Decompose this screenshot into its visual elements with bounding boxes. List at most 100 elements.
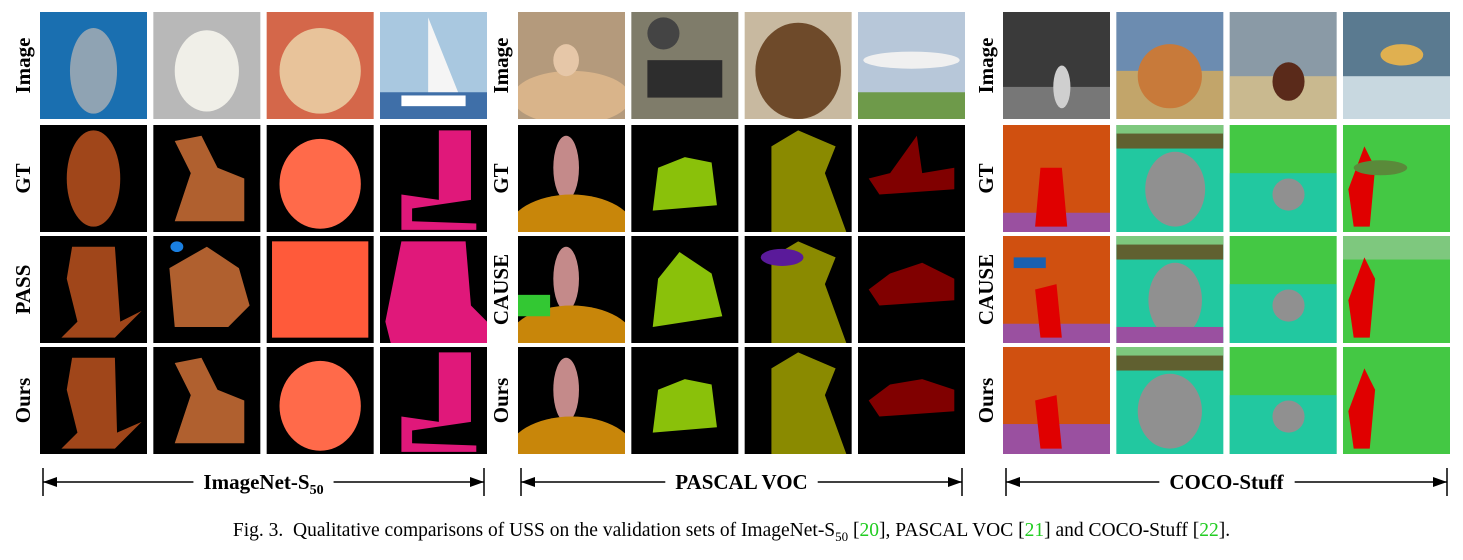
image-tile xyxy=(266,12,374,119)
image-tile xyxy=(858,125,965,232)
region xyxy=(647,17,680,50)
region xyxy=(1272,289,1305,322)
dataset-name: PASCAL VOC xyxy=(675,470,807,494)
image-tile xyxy=(153,125,261,232)
image-tile xyxy=(266,236,374,343)
region xyxy=(868,135,955,195)
region xyxy=(553,44,579,77)
region xyxy=(1353,160,1408,176)
region xyxy=(760,248,804,266)
caption-label: Fig. 3. xyxy=(232,520,284,541)
region xyxy=(1137,44,1202,109)
image-tile xyxy=(1003,347,1110,454)
image-tile xyxy=(1116,347,1224,454)
dataset-label: PASCAL VOC xyxy=(675,470,807,494)
image-tile xyxy=(266,125,374,232)
region xyxy=(518,416,625,454)
image-tile xyxy=(744,236,852,343)
region xyxy=(1380,44,1424,66)
region xyxy=(279,28,361,114)
arrow-head xyxy=(1006,477,1020,487)
region xyxy=(1145,151,1206,227)
image-tile xyxy=(1003,12,1110,119)
region xyxy=(1148,262,1202,338)
row-label: PASS xyxy=(11,265,35,315)
region xyxy=(174,357,245,444)
region xyxy=(553,246,579,311)
region xyxy=(771,130,847,232)
region xyxy=(61,246,142,338)
region xyxy=(428,17,461,98)
region xyxy=(279,360,361,451)
image-tile xyxy=(631,12,739,119)
dataset-label: ImageNet-S50 xyxy=(203,470,323,498)
region xyxy=(1035,395,1062,449)
label-bg xyxy=(1159,476,1295,488)
region xyxy=(652,252,723,327)
image-tile xyxy=(1343,236,1450,343)
region xyxy=(518,70,625,119)
region xyxy=(1116,347,1224,356)
figure-panels: Image GT PASS Ours ImageNet-S50 Image GT CAUSE O… xyxy=(11,12,1450,498)
label-bg xyxy=(193,476,334,488)
region xyxy=(1116,326,1224,343)
region xyxy=(279,138,361,229)
row-label: GT xyxy=(489,163,513,193)
region xyxy=(771,352,847,454)
region xyxy=(1035,284,1062,338)
region xyxy=(1272,400,1305,433)
arrow-head xyxy=(1433,477,1447,487)
arrow-head xyxy=(470,477,484,487)
region xyxy=(652,157,717,211)
ref: 21 xyxy=(1024,520,1045,541)
region xyxy=(401,95,466,107)
row-label: Image xyxy=(489,38,513,94)
region xyxy=(1348,257,1376,338)
image-tile xyxy=(858,236,965,343)
image-tile xyxy=(1229,12,1337,119)
image-tile xyxy=(744,12,852,119)
ref: 22 xyxy=(1199,520,1219,541)
region xyxy=(170,241,184,253)
region xyxy=(1272,178,1305,211)
arrow-head xyxy=(43,477,57,487)
image-tile xyxy=(1343,347,1450,454)
image-tile xyxy=(518,347,625,454)
caption-text: Qualitative comparisons of USS on the va… xyxy=(293,520,836,541)
image-tile xyxy=(518,236,625,343)
region xyxy=(1053,65,1071,109)
dataset-name: ImageNet-S xyxy=(203,470,309,494)
image-tile xyxy=(153,12,261,119)
region xyxy=(553,357,579,422)
row-label: Image xyxy=(11,38,35,94)
region xyxy=(518,194,625,232)
region xyxy=(1272,62,1305,101)
region xyxy=(868,262,955,306)
image-tile xyxy=(380,236,487,343)
row-label: CAUSE xyxy=(489,254,513,325)
image-tile xyxy=(1229,347,1337,454)
image-tile xyxy=(1003,236,1110,343)
caption-sub: 50 xyxy=(835,528,849,544)
image-tile xyxy=(1116,125,1224,232)
region xyxy=(1116,236,1224,245)
image-tile xyxy=(266,347,374,454)
region xyxy=(66,130,121,227)
row-label: GT xyxy=(11,163,35,193)
caption-text: and COCO-Stuff xyxy=(1055,520,1188,541)
image-tile xyxy=(380,12,487,119)
image-tile xyxy=(40,125,147,232)
region xyxy=(61,357,142,449)
region xyxy=(1343,76,1450,119)
region xyxy=(401,130,477,230)
region xyxy=(1348,368,1376,449)
region xyxy=(518,294,551,317)
region xyxy=(1343,236,1450,260)
caption: Fig. 3. Qualitative comparisons of USS o… xyxy=(232,520,1231,544)
region xyxy=(174,135,245,222)
image-tile xyxy=(380,125,487,232)
image-tile xyxy=(1116,12,1224,119)
row-label: Ours xyxy=(11,378,35,424)
row-label: Ours xyxy=(489,378,513,424)
